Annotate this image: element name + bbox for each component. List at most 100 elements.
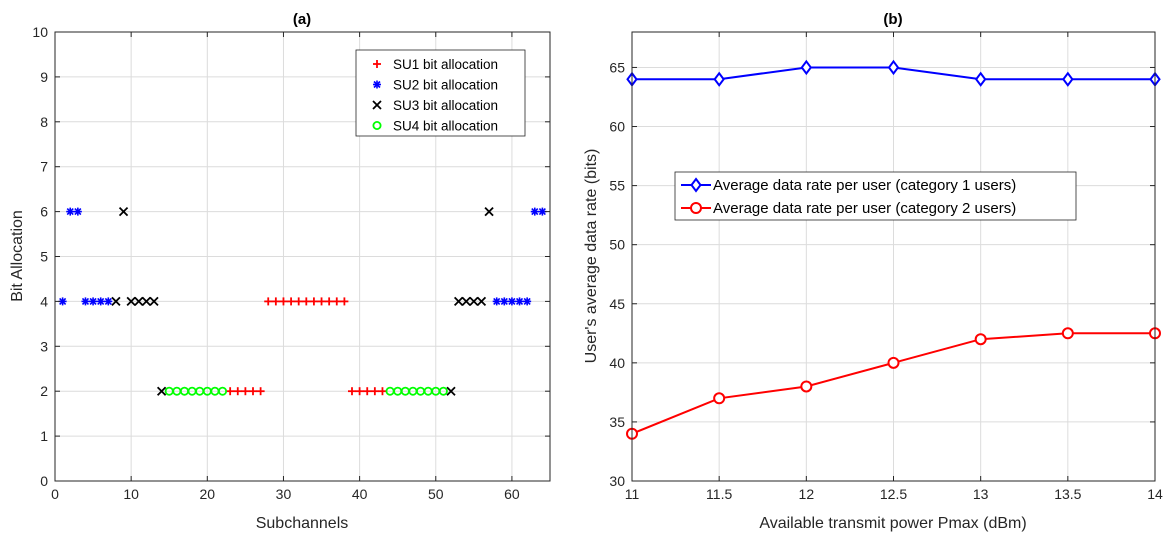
data-point-su1 bbox=[355, 387, 364, 396]
data-point-su1 bbox=[370, 387, 379, 396]
data-point-su1 bbox=[340, 297, 349, 306]
data-point-su1 bbox=[317, 297, 326, 306]
legend-label-a: SU2 bit allocation bbox=[393, 78, 498, 93]
y-tick-label-b: 40 bbox=[609, 355, 625, 371]
y-tick-label-a: 2 bbox=[40, 383, 48, 399]
legend-item-a: SU3 bit allocation bbox=[372, 98, 498, 113]
y-tick-label-b: 35 bbox=[609, 414, 625, 430]
data-point-su2 bbox=[492, 297, 501, 306]
y-tick-label-b: 50 bbox=[609, 237, 625, 253]
x-axis-label-b: Available transmit power Pmax (dBm) bbox=[759, 515, 1026, 532]
data-point-su3 bbox=[156, 386, 167, 396]
x-tick-label-a: 10 bbox=[123, 486, 139, 502]
data-point-series2 bbox=[800, 380, 813, 393]
y-tick-label-b: 30 bbox=[609, 473, 625, 489]
legend-marker-a bbox=[372, 100, 382, 110]
legend-item-b: Average data rate per user (category 1 u… bbox=[681, 177, 1016, 194]
data-point-su3 bbox=[484, 206, 494, 217]
data-point-su1 bbox=[325, 297, 334, 306]
y-tick-label-a: 8 bbox=[40, 114, 48, 130]
legend-item-a: SU4 bit allocation bbox=[372, 119, 498, 134]
data-point-su1 bbox=[309, 297, 318, 306]
data-point-su3 bbox=[111, 296, 121, 307]
panel-b: 11 11.5 12 12.5 13 13.5 14 30 35 40 45 50 55 60 65 (b)… bbox=[583, 11, 1163, 532]
data-point-su1 bbox=[294, 297, 303, 306]
x-tick-label-b: 13 bbox=[973, 486, 989, 502]
y-tick-label-a: 9 bbox=[40, 69, 48, 85]
data-point-su3 bbox=[469, 296, 479, 307]
y-tick-label-a: 10 bbox=[32, 24, 48, 40]
legend-marker-a bbox=[373, 60, 381, 68]
data-point-su1 bbox=[241, 387, 250, 396]
x-tick-label-a: 20 bbox=[200, 486, 216, 502]
data-point-su2 bbox=[500, 297, 509, 306]
panel-a-title: (a) bbox=[293, 11, 311, 28]
legend-box-b bbox=[674, 171, 1077, 221]
data-point-su2 bbox=[89, 297, 98, 306]
legend-item-a: SU2 bit allocation bbox=[373, 78, 498, 93]
data-point-su3 bbox=[134, 296, 144, 307]
data-point-su2 bbox=[104, 297, 113, 306]
data-point-su1 bbox=[363, 387, 372, 396]
x-tick-label-b: 12 bbox=[799, 486, 815, 502]
y-tick-label-b: 65 bbox=[609, 59, 625, 75]
data-point-su4 bbox=[438, 386, 448, 396]
y-tick-label-a: 6 bbox=[40, 204, 48, 220]
data-point-su2 bbox=[81, 297, 90, 306]
legend-item-b: Average data rate per user (category 2 u… bbox=[681, 200, 1016, 217]
data-point-su3 bbox=[118, 206, 129, 217]
legend-marker-a bbox=[373, 80, 381, 89]
data-point-su1 bbox=[332, 297, 341, 306]
data-point-series2 bbox=[887, 356, 900, 369]
y-tick-label-a: 0 bbox=[40, 473, 48, 489]
legend-a: SU1 bit allocation SU2 bit allocation SU3 … bbox=[355, 49, 526, 137]
data-point-series2 bbox=[1061, 327, 1074, 340]
legend-label-a: SU3 bit allocation bbox=[393, 98, 498, 113]
data-point-su3 bbox=[126, 296, 136, 307]
data-point-series2 bbox=[713, 392, 726, 405]
data-point-su2 bbox=[507, 297, 516, 306]
legend-label-b: Average data rate per user (category 2 u… bbox=[713, 200, 1016, 217]
data-point-su1 bbox=[249, 387, 257, 396]
data-point-series1 bbox=[800, 59, 813, 76]
y-tick-label-b: 45 bbox=[609, 296, 625, 312]
data-point-su1 bbox=[256, 387, 265, 396]
legend-marker-b bbox=[690, 177, 702, 193]
data-point-su3 bbox=[461, 296, 471, 307]
data-point-su1 bbox=[287, 297, 296, 306]
y-tick-label-b: 55 bbox=[609, 178, 625, 194]
legend-item-a: SU1 bit allocation bbox=[373, 57, 498, 72]
x-tick-label-a: 30 bbox=[276, 486, 292, 502]
marks-b bbox=[626, 59, 1161, 440]
y-tick-label-b: 60 bbox=[609, 119, 625, 135]
x-axis-label-a: Subchannels bbox=[256, 515, 349, 532]
y-axis-label-b: User's average data rate (bits) bbox=[583, 149, 600, 364]
data-point-series1 bbox=[974, 71, 987, 87]
data-point-series1 bbox=[1062, 71, 1074, 87]
y-axis-label-a: Bit Allocation bbox=[9, 210, 26, 302]
legend-marker-b bbox=[690, 202, 702, 214]
data-point-su1 bbox=[226, 387, 235, 396]
data-point-su1 bbox=[233, 387, 242, 396]
data-point-su1 bbox=[302, 297, 311, 306]
marks-a bbox=[58, 206, 547, 396]
data-point-su1 bbox=[348, 387, 356, 396]
legend-label-b: Average data rate per user (category 1 u… bbox=[713, 177, 1016, 194]
x-tick-label-a: 60 bbox=[504, 486, 520, 502]
x-tick-label-b: 12.5 bbox=[880, 486, 907, 502]
data-point-su4 bbox=[218, 386, 228, 396]
legend-marker-a bbox=[372, 121, 382, 131]
data-point-su3 bbox=[446, 386, 456, 396]
x-tick-label-b: 14 bbox=[1147, 486, 1163, 502]
ticks-a: 0 10 20 30 40 50 60 0 1 2 3 4 5 6 7 8 9 10 bbox=[32, 24, 550, 502]
ticks-b: 11 11.5 12 12.5 13 13.5 14 30 35 40 45 50 55 60 65 bbox=[609, 32, 1163, 502]
data-point-su3 bbox=[141, 296, 152, 307]
data-point-su1 bbox=[264, 297, 273, 306]
data-point-su1 bbox=[378, 387, 387, 396]
y-tick-label-a: 1 bbox=[40, 428, 48, 444]
data-point-su2 bbox=[523, 297, 532, 306]
x-tick-label-a: 40 bbox=[352, 486, 368, 502]
data-point-su1 bbox=[279, 297, 288, 306]
legend-b: Average data rate per user (category 1 u… bbox=[674, 171, 1077, 221]
